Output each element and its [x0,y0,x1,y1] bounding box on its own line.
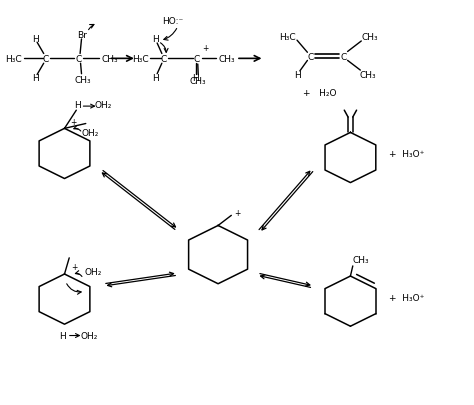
Text: CH₃: CH₃ [190,77,207,85]
Text: CH₃: CH₃ [361,33,378,42]
Text: H₃C: H₃C [6,55,22,64]
Text: C: C [43,55,49,64]
Text: +: + [234,208,240,217]
Text: H: H [152,74,159,83]
Text: H₃C: H₃C [132,55,148,64]
Text: +: + [70,117,76,126]
Text: Br: Br [78,30,87,40]
Text: OH₂: OH₂ [82,129,99,138]
Text: +: + [71,262,77,272]
Text: C: C [75,55,82,64]
Text: +   H₂O: + H₂O [303,89,337,98]
Text: CH₃: CH₃ [353,255,369,264]
Text: CH₃: CH₃ [219,55,235,64]
Text: OH₂: OH₂ [95,101,112,110]
Text: H: H [74,101,81,110]
Text: CH₃: CH₃ [360,70,376,79]
Text: H: H [32,74,38,83]
Text: H: H [32,35,38,44]
Text: C: C [340,53,346,62]
Text: +: + [202,43,209,52]
Text: +  H₃O⁺: + H₃O⁺ [389,293,425,302]
Text: H: H [294,70,301,79]
Text: H: H [59,331,65,340]
Text: OH₂: OH₂ [84,268,101,277]
Text: C: C [307,53,313,62]
Text: C: C [194,55,200,64]
Text: HO:⁻: HO:⁻ [163,17,184,26]
Text: H₃C: H₃C [279,33,296,42]
Text: H: H [152,35,159,44]
Text: CH₃: CH₃ [74,76,91,85]
Text: H: H [192,74,199,83]
Text: +  H₃O⁺: + H₃O⁺ [389,149,425,158]
Text: C: C [161,55,167,64]
Text: CH₃: CH₃ [101,55,118,64]
Text: OH₂: OH₂ [81,331,98,340]
